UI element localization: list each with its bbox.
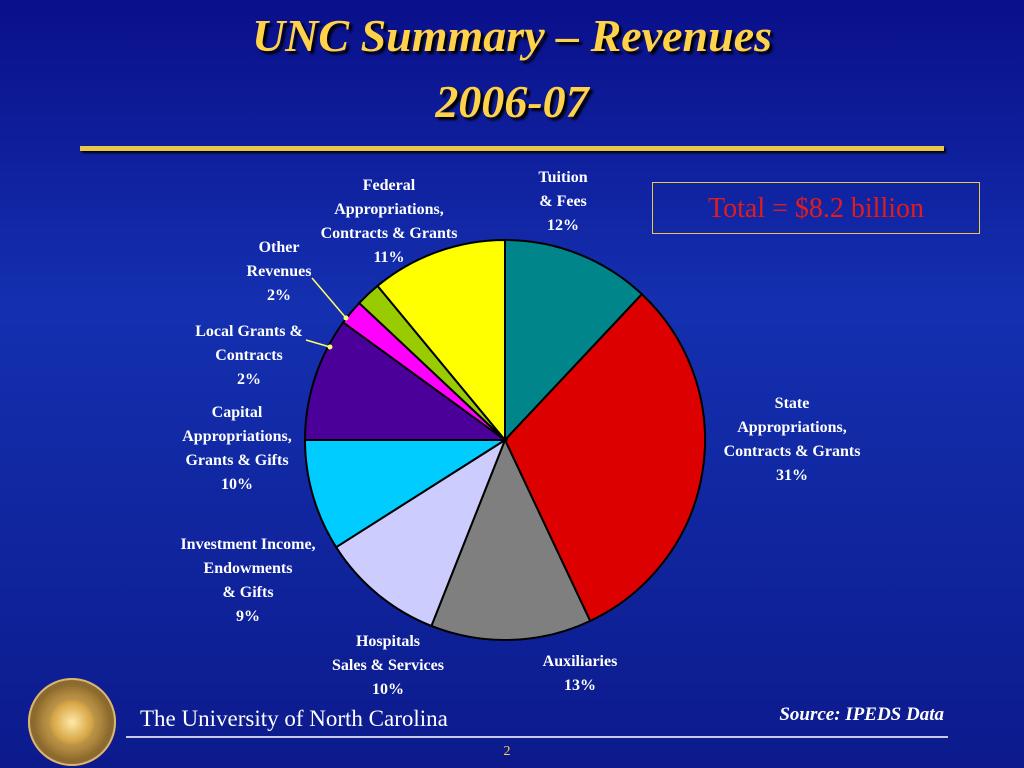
pie-slice-1 — [503, 292, 706, 623]
slice-label-line: Contracts & Grants — [724, 443, 861, 460]
slice-label-line: Appropriations, — [182, 428, 292, 445]
pie-slice-0 — [504, 238, 644, 443]
slice-label-1: State Appropriations, Contracts & Grants 31… — [724, 395, 861, 484]
pie-slice-3 — [334, 437, 508, 628]
slice-label-line: Other — [259, 239, 300, 256]
slice-label-line: 12% — [547, 217, 579, 234]
seal-sun-icon — [50, 700, 94, 744]
slice-label-line: & Gifts — [222, 584, 273, 601]
slice-label-line: State — [775, 395, 810, 412]
slice-label-line: Local Grants & — [195, 323, 303, 340]
university-seal — [28, 678, 116, 766]
pie-slice-2 — [430, 437, 592, 641]
slice-label-line: Tuition — [538, 169, 587, 186]
slide-title-line1: UNC Summary – Revenues — [251, 10, 773, 61]
leader-arrowhead-0 — [343, 315, 349, 321]
slice-label-line: Appropriations, — [334, 201, 444, 218]
pie-slice-8 — [376, 238, 506, 443]
slice-label-7: Other Revenues 2% — [247, 239, 312, 304]
footer-divider — [126, 736, 948, 738]
slice-label-line: Appropriations, — [737, 419, 847, 436]
source-note: Source: IPEDS Data — [779, 704, 944, 725]
slice-label-line: Endowments — [204, 560, 293, 577]
slice-label-line: Capital — [212, 404, 263, 421]
slice-label-line: 10% — [372, 681, 404, 698]
slice-label-line: Federal — [363, 177, 416, 194]
slice-label-line: Grants & Gifts — [185, 452, 288, 469]
slice-label-line: Contracts & Grants — [321, 225, 458, 242]
slice-label-line: 9% — [236, 608, 260, 625]
pie-slice-5 — [303, 321, 509, 441]
slice-label-line: 31% — [776, 467, 808, 484]
slice-label-line: Auxiliaries — [543, 653, 618, 670]
slice-label-line: 11% — [373, 249, 404, 266]
slice-label-4: Investment Income, Endowments & Gifts 9% — [180, 536, 315, 625]
slice-label-line: 2% — [267, 287, 291, 304]
slice-label-line: 2% — [237, 371, 261, 388]
slice-label-line: Hospitals — [356, 633, 420, 650]
total-box: Total = $8.2 billion — [652, 182, 980, 234]
slice-label-line: Contracts — [215, 347, 283, 364]
slice-label-line: & Fees — [539, 193, 587, 210]
slice-label-line: Revenues — [247, 263, 312, 280]
slice-label-line: 10% — [221, 476, 253, 493]
slice-label-0: Tuition & Fees 12% — [538, 169, 587, 234]
pie-slice-4 — [303, 439, 509, 549]
slice-label-2: Auxiliaries 13% — [543, 653, 618, 694]
title-underline — [80, 146, 944, 151]
slice-label-line: Investment Income, — [180, 536, 315, 553]
slice-label-8: Federal Appropriations, Contracts & Grants… — [321, 177, 458, 266]
slice-label-3: Hospitals Sales & Services 10% — [332, 633, 444, 698]
footer-university-name: The University of North Carolina — [140, 706, 448, 731]
leader-arrowhead-1 — [327, 344, 333, 350]
leader-line-0 — [311, 277, 347, 319]
slice-label-6: Local Grants & Contracts 2% — [195, 323, 303, 388]
slice-label-5: Capital Appropriations, Grants & Gifts 10% — [182, 404, 292, 493]
slice-label-line: Sales & Services — [332, 657, 444, 674]
leader-line-1 — [305, 339, 331, 348]
slice-label-line: 13% — [564, 677, 596, 694]
slide-title-line2: 2006-07 — [435, 76, 589, 127]
page-number: 2 — [503, 744, 511, 759]
